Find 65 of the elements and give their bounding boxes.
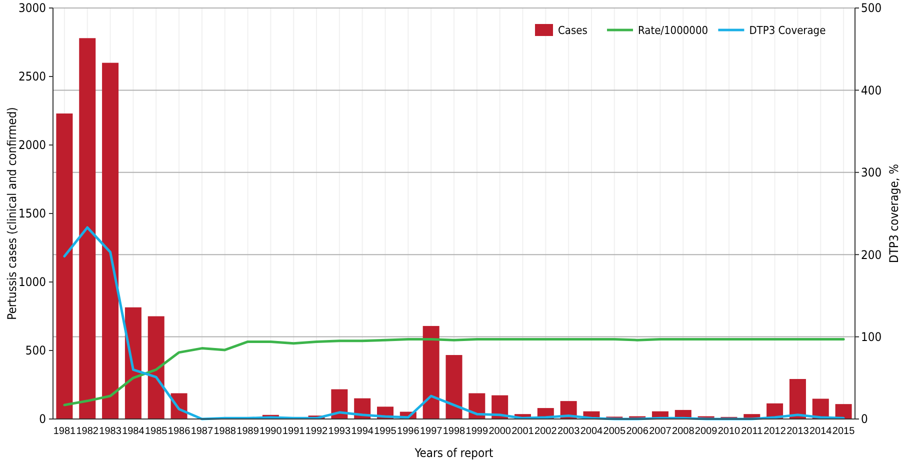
x-tick-label: 2012 — [764, 426, 786, 437]
bar — [789, 378, 806, 419]
y-axis-title: Pertussis cases (clinical and confirmed) — [5, 107, 19, 320]
legend-label: Cases — [558, 24, 588, 37]
x-tick-label: 1998 — [442, 426, 466, 437]
x-tick-label: 2004 — [580, 426, 604, 437]
legend-label: DTP3 Coverage — [749, 24, 826, 37]
y2-tick-label: 300 — [861, 166, 882, 180]
x-tick-label: 2000 — [488, 426, 512, 437]
x-tick-label: 1995 — [374, 426, 397, 437]
y-tick-label: 500 — [25, 344, 46, 358]
x-tick-label: 2009 — [694, 426, 718, 437]
x-tick-label: 1997 — [420, 426, 443, 437]
x-tick-label: 1983 — [99, 426, 122, 437]
x-tick-label: 1981 — [53, 426, 76, 437]
x-tick-label: 1992 — [305, 426, 328, 437]
x-tick-label: 2013 — [786, 426, 810, 437]
y-tick-label: 2000 — [18, 138, 46, 152]
x-axis-title: Years of report — [414, 446, 494, 460]
x-tick-label: 1994 — [351, 426, 374, 437]
bar — [835, 404, 852, 419]
y2-tick-label: 500 — [861, 1, 882, 16]
x-tick-label: 1991 — [282, 426, 306, 437]
x-tick-label: 2005 — [603, 426, 626, 437]
x-tick-label: 2010 — [718, 426, 741, 437]
bar — [56, 113, 73, 419]
line-series — [63, 338, 845, 406]
x-tick-label: 2008 — [672, 426, 695, 437]
y-tick-label: 1500 — [18, 206, 46, 221]
y2-tick-label: 0 — [861, 412, 868, 426]
x-tick-label: 1999 — [466, 426, 488, 437]
x-tick-label: 1996 — [397, 426, 420, 437]
x-tick-label: 2006 — [626, 426, 649, 437]
x-tick-label: 1984 — [122, 426, 145, 437]
y2-axis-title: DTP3 coverage, % — [887, 164, 901, 263]
x-tick-label: 1989 — [236, 426, 260, 437]
bar — [124, 307, 142, 419]
x-tick-label: 2011 — [741, 426, 764, 437]
x-tick-label: 1982 — [76, 426, 99, 437]
x-tick-label: 2001 — [512, 426, 534, 437]
bar — [148, 316, 164, 419]
x-tick-label: 2014 — [810, 426, 832, 437]
y2-tick-label: 400 — [861, 83, 882, 98]
x-tick-label: 2002 — [534, 426, 558, 437]
bar — [422, 326, 440, 419]
y2-tick-label: 200 — [861, 248, 882, 262]
x-tick-label: 1988 — [214, 426, 236, 437]
x-tick-label: 1985 — [144, 426, 168, 437]
x-tick-label: 1990 — [260, 426, 282, 437]
y-tick-label: 3000 — [18, 1, 46, 16]
x-tick-label: 2015 — [832, 426, 856, 437]
bar — [102, 62, 119, 419]
legend-label: Rate/1000000 — [638, 24, 708, 37]
x-tick-label: 1993 — [328, 426, 351, 437]
x-tick-label: 2007 — [649, 426, 672, 437]
y-tick-label: 0 — [39, 412, 46, 426]
x-tick-label: 1987 — [190, 426, 214, 437]
y2-tick-label: 100 — [861, 330, 882, 344]
x-tick-label: 1986 — [168, 426, 191, 437]
line-series — [63, 226, 845, 420]
x-tick-label: 2003 — [557, 426, 580, 437]
y-tick-label: 2500 — [18, 70, 46, 84]
y-tick-label: 1000 — [18, 275, 46, 290]
bar — [446, 355, 462, 419]
bar — [79, 38, 96, 419]
